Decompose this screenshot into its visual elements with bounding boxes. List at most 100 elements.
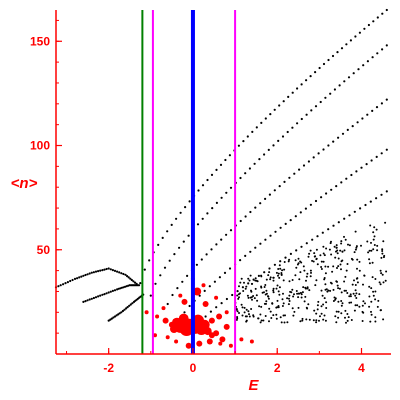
data-point-cloud (259, 313, 262, 316)
data-point-left-branch-0 (127, 276, 130, 279)
data-point-curve-4 (359, 207, 362, 210)
data-point-curve-1 (376, 52, 379, 55)
data-point-cloud (370, 313, 373, 316)
data-point-cloud (381, 248, 384, 251)
data-point-left-branch-0 (105, 267, 108, 271)
data-point-curve-0 (385, 8, 388, 12)
data-point-left-branch-1 (105, 292, 108, 295)
data-point-cloud (344, 238, 347, 241)
data-point-left-branch-1 (84, 300, 87, 303)
data-point-curve-3 (198, 294, 201, 297)
data-point-cloud (354, 284, 357, 286)
data-point-curve-3 (244, 254, 247, 257)
data-point-cloud (314, 255, 317, 258)
data-point-curve-2 (346, 128, 349, 131)
data-point-left-branch-0 (90, 271, 93, 274)
data-point-cloud (327, 289, 330, 292)
data-point-cloud (374, 290, 377, 293)
data-point-curve-1 (196, 223, 200, 226)
data-point-curve-2 (229, 229, 233, 232)
data-point-curve-0 (251, 130, 254, 133)
data-point-red (239, 337, 244, 342)
data-point-cloud (343, 289, 346, 292)
data-point-cloud (368, 258, 371, 261)
data-point-cloud (308, 252, 311, 255)
data-point-curve-1 (305, 113, 308, 116)
data-point-cloud (254, 287, 257, 290)
data-point-cloud (368, 295, 371, 298)
data-point-cloud (265, 300, 268, 303)
data-point-red (218, 341, 223, 346)
data-point-cloud (304, 286, 307, 289)
data-point-cloud (362, 283, 364, 286)
data-point-curve-1 (272, 144, 275, 147)
data-point-curve-1 (277, 139, 280, 142)
data-point-curve-2 (254, 206, 257, 209)
data-point-curve-4 (337, 221, 340, 224)
data-point-cloud (317, 300, 320, 303)
data-point-cloud (339, 249, 342, 252)
data-point-cloud (286, 297, 289, 300)
data-point-cloud (313, 309, 316, 312)
data-point-cloud (324, 265, 327, 268)
data-point-curve-1 (314, 105, 318, 108)
data-point-cloud (244, 287, 247, 290)
data-point-cloud (307, 255, 310, 258)
data-point-curve-1 (178, 246, 181, 249)
data-point-cloud (246, 294, 249, 297)
x-tick-label: 2 (274, 361, 281, 375)
data-point-curve-0 (175, 217, 178, 220)
data-point-left-branch-0 (84, 273, 87, 277)
data-point-cloud (308, 289, 311, 292)
vertical-lines (141, 10, 237, 354)
data-point-cloud (348, 301, 351, 304)
data-point-curve-0 (242, 140, 245, 143)
data-point-curve-2 (351, 125, 354, 128)
data-point-curve-4 (375, 197, 378, 200)
data-point-cloud (261, 291, 264, 294)
data-point-cloud (255, 294, 258, 297)
data-point-cloud (331, 270, 334, 273)
data-point-curve-2 (322, 148, 325, 151)
data-point-cloud (381, 252, 384, 255)
data-point-cloud (334, 256, 337, 259)
data-point-cloud (316, 304, 319, 307)
data-point-curve-2 (195, 263, 198, 266)
data-point-red (224, 310, 229, 315)
data-point-cloud (346, 319, 349, 322)
data-point-cloud (239, 292, 241, 295)
data-point-cloud (249, 274, 252, 277)
data-point-cloud (247, 296, 250, 299)
data-point-cloud (277, 290, 280, 293)
data-point-cloud (277, 268, 280, 270)
data-point-curve-0 (354, 35, 357, 38)
data-point-red (208, 332, 215, 339)
data-point-cloud (323, 314, 326, 317)
data-point-left-branch-0 (97, 270, 100, 273)
data-point-curve-4 (311, 238, 314, 241)
data-point-curve-0 (305, 79, 308, 82)
data-point-cloud (267, 297, 270, 300)
data-point-cloud (256, 280, 259, 283)
data-point-cloud (264, 315, 267, 317)
data-point-cloud (297, 257, 300, 260)
data-point-cloud (341, 302, 344, 305)
data-point-cloud (370, 300, 373, 303)
data-point-red (162, 317, 169, 324)
data-point-cloud (367, 251, 370, 254)
data-point-cloud (380, 272, 383, 275)
data-point-cloud (320, 266, 323, 268)
data-point-cloud (330, 282, 333, 285)
data-point-cloud (377, 299, 380, 302)
data-point-cloud (343, 235, 345, 238)
y-tick-label: 100 (30, 139, 50, 153)
data-point-curve-1 (239, 176, 242, 180)
data-point-left-branch-0 (78, 276, 81, 279)
data-point-curve-2 (225, 233, 228, 236)
data-point-curve-2 (239, 219, 242, 223)
data-point-curve-1 (220, 196, 223, 199)
data-point-cloud (301, 319, 304, 322)
data-point-cloud (343, 249, 346, 252)
data-point-curve-4 (279, 260, 282, 263)
data-point-cloud (361, 304, 364, 307)
